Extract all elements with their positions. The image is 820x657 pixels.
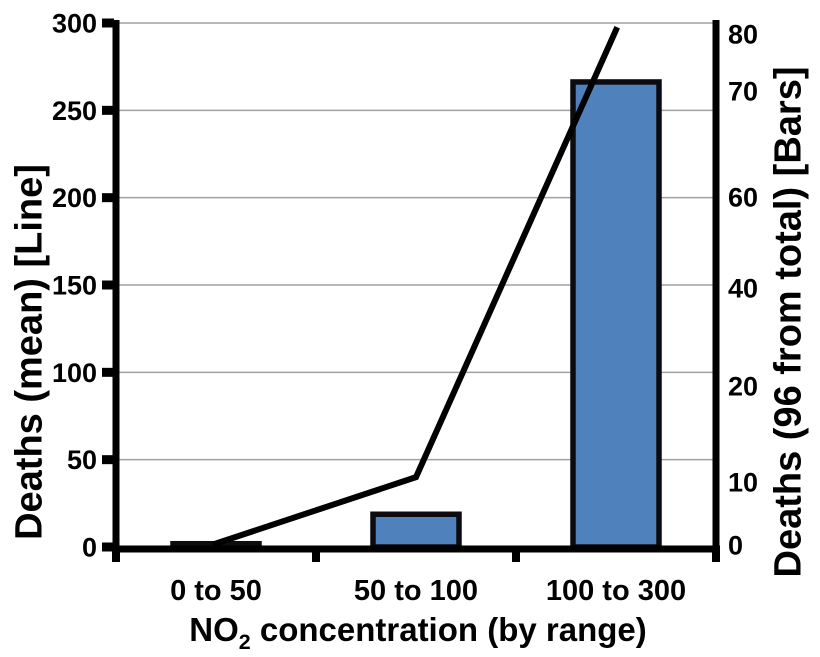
y-axis-tick-mark [102,542,114,552]
right-axis-tick-label: 70 [728,77,758,107]
y-axis-tick-mark [102,18,114,28]
right-axis-title: Deaths (96 from total) [Bars] [767,66,810,578]
x-axis-tick-mark [112,552,120,562]
y-axis-tick-mark [102,455,114,465]
right-axis-line [712,20,720,552]
left-axis-tick-label: 100 [52,358,97,388]
left-axis-tick-label: 300 [52,8,97,38]
line-series [212,26,620,548]
right-axis-tick-label: 40 [728,274,758,304]
bar [570,79,662,550]
right-axis-tick-label: 80 [728,19,758,49]
left-axis-tick-label: 200 [52,183,97,213]
right-axis-tick-label: 20 [728,372,758,402]
category-label: 50 to 100 [354,575,478,607]
x-axis-title-subscript: 2 [238,629,251,654]
right-axis-tick-label: 60 [728,182,758,212]
x-axis-tick-mark [312,552,320,562]
left-axis-tick-label: 250 [52,96,97,126]
category-label: 100 to 300 [546,575,686,607]
x-axis-tick-mark [512,552,520,562]
y-axis-tick-mark [102,280,114,290]
x-axis-line [112,545,720,553]
left-axis-title: Deaths (mean) [Line] [8,164,51,540]
category-label: 0 to 50 [170,575,262,607]
left-axis-line [112,20,120,552]
y-axis-tick-mark [102,367,114,377]
left-axis-tick-label: 0 [82,532,97,562]
y-axis-tick-mark [102,193,114,203]
bar [370,511,462,550]
x-axis-title-prefix: NO [189,611,239,649]
y-axis-tick-mark [102,105,114,115]
x-axis-tick-mark [712,552,720,562]
left-axis-tick-label: 150 [52,270,97,300]
x-axis-title-rest: concentration (by range) [250,611,647,649]
right-axis-tick-label: 10 [728,467,758,497]
left-axis-tick-label: 50 [67,445,97,475]
x-axis-title: NO2 concentration (by range) [189,611,647,655]
right-axis-tick-label: 0 [728,530,743,560]
